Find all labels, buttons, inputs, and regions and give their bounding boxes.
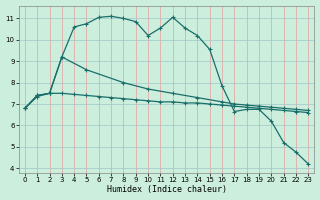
X-axis label: Humidex (Indice chaleur): Humidex (Indice chaleur)	[107, 185, 227, 194]
